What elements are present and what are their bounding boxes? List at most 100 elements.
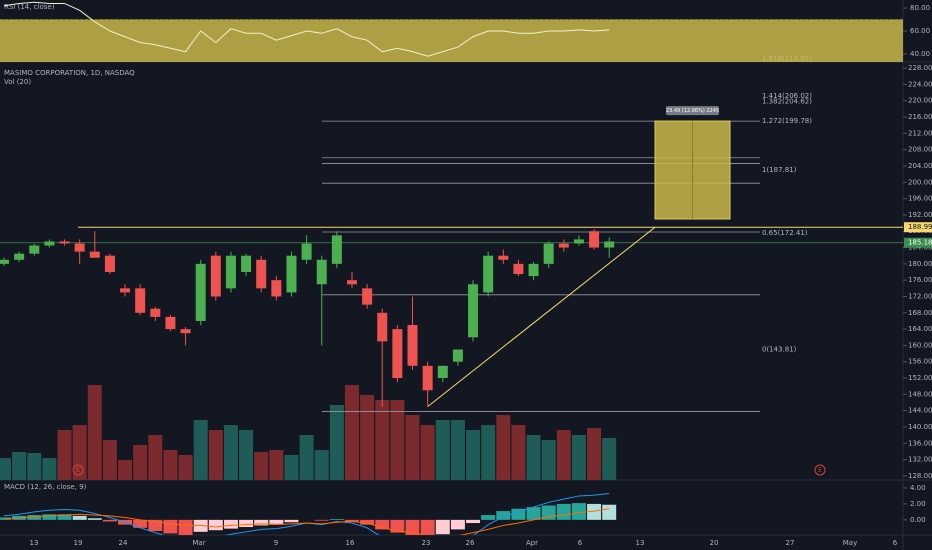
volume-bar: [102, 440, 117, 480]
candle-body: [150, 308, 161, 317]
fib-label: 0.65(172.41): [762, 229, 808, 237]
candle-body: [135, 288, 146, 313]
candle-body: [331, 235, 342, 264]
volume-bar: [178, 455, 193, 480]
macd-title: MACD (12, 26, close, 9): [4, 483, 87, 491]
resistance-tag-label: 188.99: [908, 223, 932, 231]
x-tick-label: May: [843, 539, 857, 547]
volume-bar: [375, 400, 390, 480]
x-tick-label: 9: [274, 539, 278, 547]
candle-body: [452, 349, 463, 362]
macd-histogram-bar: [602, 504, 617, 520]
macd-histogram-bar: [27, 515, 42, 520]
candle-body: [256, 259, 267, 289]
macd-histogram-bar: [314, 519, 329, 521]
y-tick-label: 228.00: [908, 64, 932, 72]
volume-bar: [390, 400, 405, 480]
candle-body: [44, 241, 55, 246]
earnings-marker: E: [818, 467, 822, 474]
y-tick-label: 176.00: [908, 276, 932, 284]
rsi-title: RSI (14, close): [4, 3, 55, 11]
x-tick-label: 24: [119, 539, 128, 547]
x-tick-label: 6: [578, 539, 583, 547]
x-tick-label: 27: [786, 539, 795, 547]
macd-histogram-bar: [254, 519, 269, 526]
volume-bar: [329, 405, 344, 480]
volume-bar: [87, 385, 102, 480]
last-price-tag: [904, 237, 932, 248]
volume-bar: [118, 460, 133, 480]
macd-histogram-bar: [496, 511, 511, 520]
macd-histogram-bar: [450, 519, 465, 530]
y-tick-label: 2.00: [910, 500, 926, 508]
macd-histogram-bar: [42, 514, 57, 520]
volume-bar: [148, 435, 163, 480]
candle-body: [392, 329, 403, 379]
volume-bar: [133, 445, 148, 480]
volume-bar: [496, 415, 511, 480]
fib-label: 1.382(204.62): [762, 97, 812, 105]
pane: [0, 120, 903, 480]
pane: [0, 493, 617, 535]
candle-body: [346, 280, 357, 285]
volume-bar: [163, 450, 178, 480]
y-tick-label: 192.00: [908, 211, 932, 219]
symbol-title: MASIMO CORPORATION, 1D, NASDAQ: [4, 69, 135, 77]
candle-body: [437, 365, 448, 379]
candle-body: [362, 288, 373, 305]
macd-histogram-bar: [329, 519, 344, 520]
trend-line: [427, 226, 656, 407]
volume-bar: [571, 435, 586, 480]
x-tick-label: 20: [710, 539, 719, 547]
candle-body: [0, 259, 9, 264]
y-tick-label: 220.00: [908, 97, 932, 105]
y-tick-label: 156.00: [908, 358, 932, 366]
volume-bar: [284, 455, 299, 480]
macd-histogram-bar: [481, 515, 496, 520]
candle-body: [29, 245, 40, 254]
volume-bar: [72, 425, 87, 480]
macd-histogram-bar: [133, 519, 148, 528]
rsi-band: [0, 19, 903, 62]
y-tick-label: 208.00: [908, 146, 932, 154]
macd-histogram-bar: [178, 519, 193, 535]
candle-body: [543, 243, 554, 264]
y-tick-label: 216.00: [908, 113, 932, 121]
volume-label: Vol (20): [4, 78, 31, 86]
candle-body: [301, 243, 312, 260]
macd-histogram-bar: [466, 519, 481, 524]
x-tick-label: Mar: [192, 539, 205, 547]
volume-bar: [466, 430, 481, 480]
y-tick-label: 40.00: [910, 50, 930, 58]
macd-histogram-bar: [420, 519, 435, 535]
candle-body: [468, 284, 479, 338]
rsi-line: [3, 1, 610, 57]
macd-histogram-bar: [269, 519, 284, 524]
y-tick-label: 212.00: [908, 129, 932, 137]
y-tick-label: 200.00: [908, 178, 932, 186]
y-tick-label: 144.00: [908, 407, 932, 415]
volume-bar: [420, 425, 435, 480]
macd-histogram-bar: [223, 519, 238, 529]
pane: [0, 1, 903, 62]
volume-bar: [481, 425, 496, 480]
y-tick-label: 148.00: [908, 390, 932, 398]
candle-body: [225, 255, 236, 289]
y-tick-label: 80.00: [910, 4, 930, 12]
y-tick-label: 140.00: [908, 423, 932, 431]
candle-body: [483, 255, 494, 293]
candle-body: [165, 316, 176, 330]
volume-bar: [269, 450, 284, 480]
volume-bar: [57, 430, 72, 480]
candle-body: [14, 253, 25, 260]
volume-bar: [239, 430, 254, 480]
candle-body: [407, 325, 418, 366]
candle-body: [422, 365, 433, 391]
volume-bar: [405, 415, 420, 480]
y-tick-label: 196.00: [908, 195, 932, 203]
candle-body: [589, 231, 600, 248]
candle-body: [528, 263, 539, 277]
x-tick-label: 23: [422, 539, 431, 547]
candle-body: [89, 251, 100, 258]
